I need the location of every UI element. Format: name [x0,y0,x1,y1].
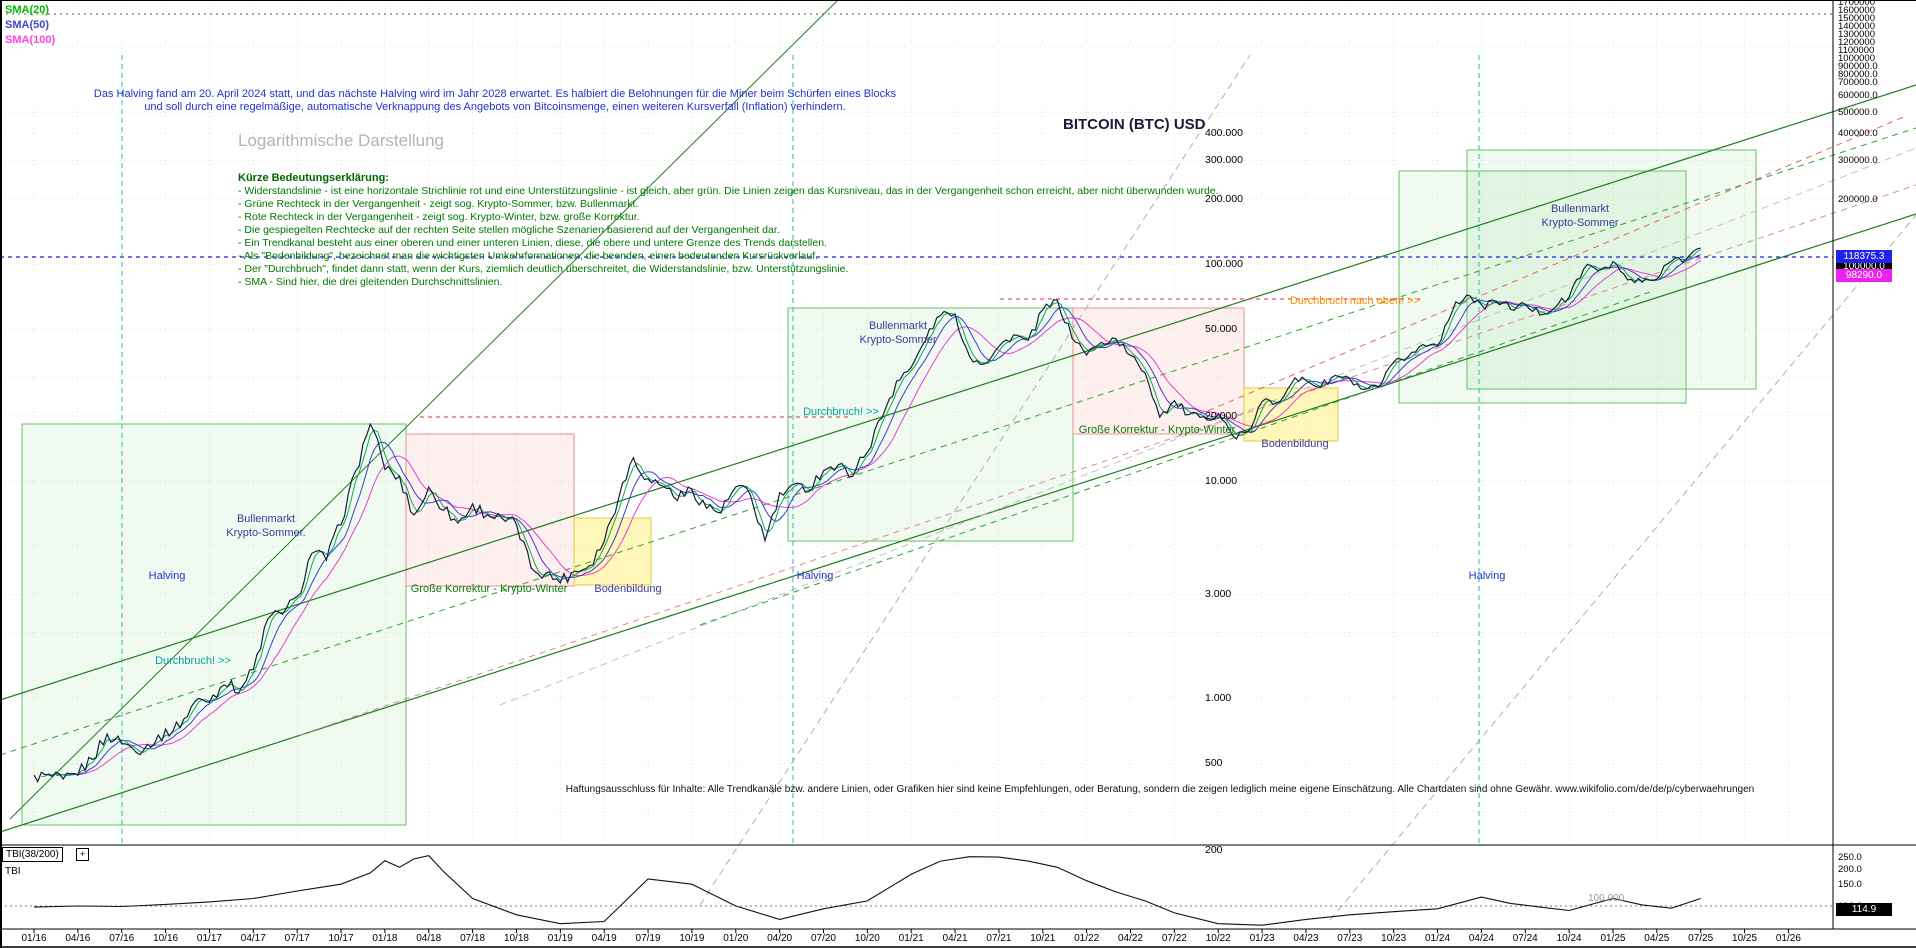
disclaimer-text: Haftungsausschluss für Inhalte: Alle Tre… [565,784,1755,795]
explanation-item: - Widerstandslinie - ist eine horizontal… [238,185,1219,197]
legend-sma50: SMA(50) [5,19,50,31]
halving-note-line2: und soll durch eine regelmäßige, automat… [144,101,846,113]
legend-sma20: SMA(20) [5,4,50,16]
sma100-line [77,259,1701,776]
region-bull-2020-2021 [787,307,1074,542]
region-boden-2018 [573,517,652,586]
resistance-diagonal-long [299,184,1916,736]
channel-green-dashed [0,127,1916,756]
explanation-item: - Als "Bodenbildung", bezeichnet man die… [238,250,819,262]
tbi-indicator-label[interactable]: TBI(38/200) [2,847,63,862]
region-winter-2018 [405,433,575,587]
chart-subtitle: Logarithmische Darstellung [238,131,444,150]
sma50-line [55,254,1701,776]
region-bull-2024-2025 [1398,170,1687,404]
tbi-line [33,854,1701,926]
trend-2017-steep [9,0,839,820]
tbi-expand-button[interactable]: + [76,848,89,861]
sma20-line [41,249,1701,777]
channel-green-dashed-mid [699,291,1651,626]
halving-note-line1: Das Halving fand am 20. April 2024 statt… [93,88,897,100]
explanation-item: - Grüne Rechteck in der Vergangenheit - … [238,198,639,210]
explanation-items: - Widerstandslinie - ist eine horizontal… [238,185,1219,289]
chart-title: BITCOIN (BTC) USD [1063,116,1206,133]
explanation-item: - Rote Rechteck in der Vergangenheit - z… [238,211,640,223]
explanation-item: - Ein Trendkanal besteht aus einer obere… [238,237,827,249]
resistance-diagonal [1197,115,1907,416]
region-boden-2022 [1243,387,1339,442]
channel-upper-long [0,84,1916,701]
halving-note: Das Halving fand am 20. April 2024 statt… [30,88,960,114]
explanation-item: - Der "Durchbruch", findet dann statt, w… [238,263,849,275]
channel-2021-mirror [699,54,1251,906]
channel-2025-mirror [1329,214,1916,921]
explanation-item: - SMA - Sind hier, die drei gleitenden D… [238,276,503,288]
explanation-block: Kürze Bedeutungserklärung: - Widerstands… [238,172,1219,289]
legend-sma100: SMA(100) [5,34,56,46]
support-long [0,213,1916,833]
sma-legend: SMA(20) SMA(50) SMA(100) [5,3,55,48]
region-bull-scenario-mirrored [1466,149,1757,390]
price-line [33,247,1701,783]
explanation-item: - Die gespiegelten Rechtecke auf der rec… [238,224,780,236]
explanation-title: Kürze Bedeutungserklärung: [238,172,389,184]
tbi-name-label: TBI [5,866,21,877]
